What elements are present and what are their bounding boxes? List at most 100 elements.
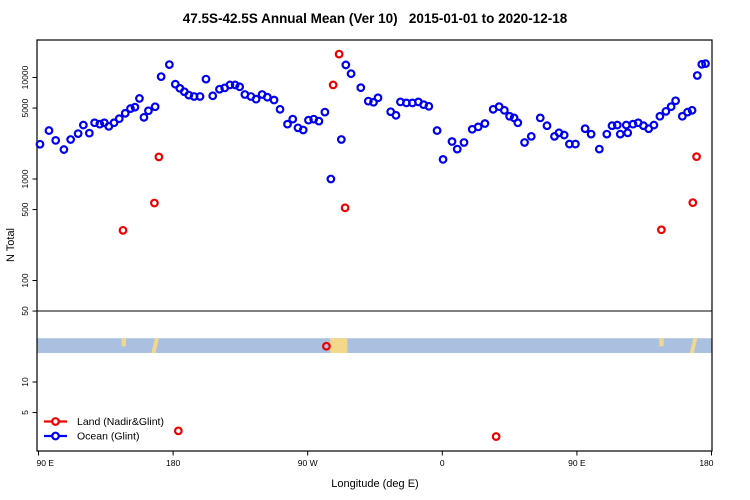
data-point-ocean-glint <box>230 80 240 90</box>
data-point-land-nadir-glint <box>173 426 183 436</box>
data-point-ocean-glint <box>208 91 218 101</box>
y-tick-label: 10000 <box>20 65 30 89</box>
map-band-land-south-america <box>330 338 348 354</box>
data-point-land-nadir-glint <box>692 152 701 162</box>
data-point-ocean-glint <box>671 96 681 106</box>
data-point-ocean-glint <box>559 130 569 140</box>
data-point-ocean-glint <box>677 111 687 121</box>
legend-marker <box>51 431 60 441</box>
map-band-land-new-zealand-repeat <box>689 338 698 354</box>
map-band-ocean <box>37 338 712 354</box>
data-point-ocean-glint <box>373 93 383 103</box>
data-point-ocean-glint <box>683 107 692 117</box>
data-point-ocean-glint <box>666 102 676 112</box>
data-point-ocean-glint <box>139 112 149 122</box>
data-point-ocean-glint <box>130 102 140 112</box>
data-point-ocean-glint <box>580 124 590 134</box>
x-tick-label: 0 <box>440 458 445 468</box>
data-point-ocean-glint <box>571 139 580 149</box>
data-point-ocean-glint <box>363 96 373 106</box>
map-band-land-new-zealand <box>151 338 159 354</box>
y-tick-label: 5 <box>20 410 30 415</box>
data-point-ocean-glint <box>66 135 76 144</box>
data-point-ocean-glint <box>326 174 336 184</box>
data-point-ocean-glint <box>526 131 536 141</box>
data-point-ocean-glint <box>535 113 545 123</box>
x-tick-label: 90 W <box>298 458 318 468</box>
data-point-ocean-glint <box>109 118 119 128</box>
data-point-ocean-glint <box>438 154 448 164</box>
data-point-land-nadir-glint <box>118 225 128 235</box>
data-point-ocean-glint <box>701 59 710 69</box>
data-point-ocean-glint <box>499 105 509 115</box>
data-point-ocean-glint <box>594 144 604 154</box>
data-point-ocean-glint <box>283 119 292 129</box>
data-point-ocean-glint <box>432 126 442 135</box>
data-point-ocean-glint <box>51 136 61 145</box>
data-point-ocean-glint <box>304 115 313 125</box>
data-point-ocean-glint <box>452 144 462 154</box>
data-point-land-nadir-glint <box>340 203 350 213</box>
data-point-ocean-glint <box>73 129 83 139</box>
y-tick-label: 10 <box>20 377 30 387</box>
data-point-ocean-glint <box>35 139 45 149</box>
data-point-ocean-glint <box>144 106 153 116</box>
data-point-ocean-glint <box>607 121 617 131</box>
data-point-ocean-glint <box>542 121 552 131</box>
x-tick-label: 180 <box>699 458 713 468</box>
data-point-ocean-glint <box>513 118 523 128</box>
data-point-ocean-glint <box>225 80 235 90</box>
data-point-land-nadir-glint <box>321 341 331 351</box>
data-point-ocean-glint <box>269 95 279 105</box>
data-point-ocean-glint <box>687 105 697 115</box>
data-point-ocean-glint <box>612 120 622 130</box>
map-band-land-tasmania <box>121 338 126 347</box>
data-point-ocean-glint <box>473 122 483 132</box>
data-point-ocean-glint <box>505 111 515 121</box>
data-point-ocean-glint <box>602 129 612 139</box>
data-point-ocean-glint <box>95 119 105 129</box>
data-point-ocean-glint <box>459 138 469 147</box>
data-point-ocean-glint <box>235 82 245 92</box>
map-band-land-tasmania-repeat <box>659 338 664 347</box>
data-point-ocean-glint <box>391 110 401 120</box>
x-tick-label: 90 E <box>37 458 55 468</box>
data-point-ocean-glint <box>135 94 144 103</box>
data-point-ocean-glint <box>661 106 671 116</box>
data-point-land-nadir-glint <box>656 225 666 235</box>
plot-frame <box>36 39 713 452</box>
y-tick-label: 50 <box>20 306 30 316</box>
data-point-ocean-glint <box>356 83 366 93</box>
data-point-ocean-glint <box>84 128 94 138</box>
data-point-ocean-glint <box>114 114 124 124</box>
data-point-ocean-glint <box>251 94 261 104</box>
chart-title: 47.5S-42.5S Annual Mean (Ver 10) 2015-01… <box>182 11 568 26</box>
x-axis-title: Longitude (deg E) <box>331 478 419 490</box>
data-point-ocean-glint <box>520 138 529 147</box>
data-point-ocean-glint <box>298 125 308 135</box>
data-point-land-nadir-glint <box>154 152 164 162</box>
data-point-land-nadir-glint <box>328 80 338 90</box>
data-point-ocean-glint <box>336 135 346 144</box>
data-point-land-nadir-glint <box>491 432 501 441</box>
data-point-ocean-glint <box>150 102 160 112</box>
y-tick-label: 5000 <box>20 98 30 117</box>
data-point-ocean-glint <box>623 128 633 138</box>
data-point-ocean-glint <box>586 129 596 139</box>
data-point-ocean-glint <box>59 145 69 154</box>
data-point-land-nadir-glint <box>688 198 698 208</box>
data-point-ocean-glint <box>320 107 330 117</box>
data-point-ocean-glint <box>262 92 272 102</box>
data-point-ocean-glint <box>44 126 54 135</box>
y-axis-title: N Total <box>5 227 17 263</box>
data-point-land-nadir-glint <box>150 198 159 208</box>
data-point-ocean-glint <box>655 111 665 121</box>
data-point-ocean-glint <box>126 104 135 113</box>
legend-marker <box>51 417 60 426</box>
legend-label: Ocean (Glint) <box>77 431 139 443</box>
data-point-land-nadir-glint <box>334 49 344 59</box>
y-tick-label: 500 <box>20 202 30 216</box>
data-point-ocean-glint <box>346 69 356 79</box>
data-point-ocean-glint <box>164 60 174 69</box>
